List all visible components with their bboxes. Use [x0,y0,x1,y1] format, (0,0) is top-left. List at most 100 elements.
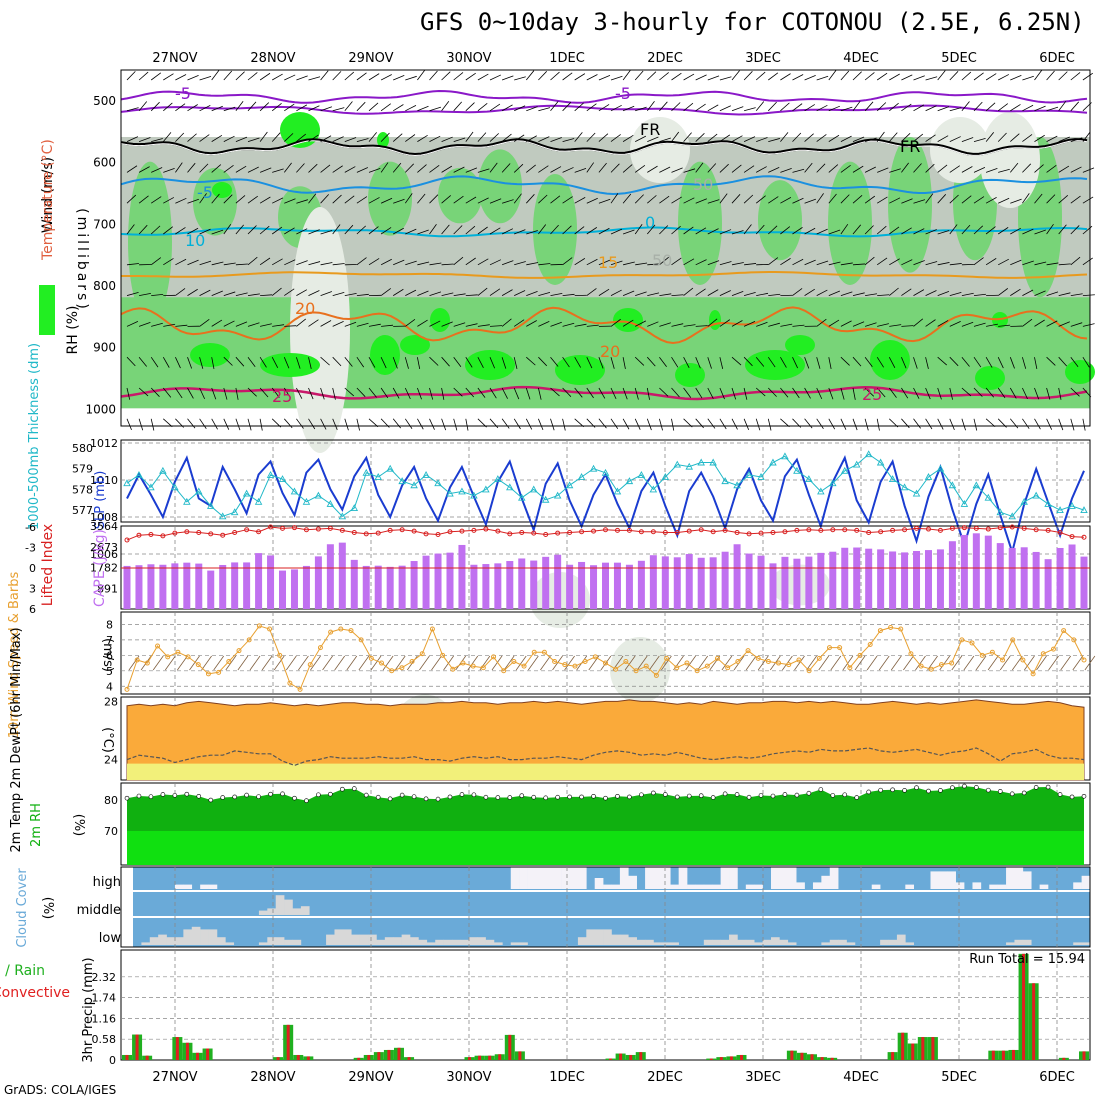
lifted-index-point [471,527,477,533]
wind-barb [489,227,501,235]
wind-speed-point [1020,657,1026,663]
rh2m-tick-label: 70 [104,825,118,838]
lifted-index-point [1081,534,1087,540]
cape-bar [602,562,609,609]
wind-barb [574,323,587,327]
date-label-bottom: 1DEC [549,1070,585,1085]
wind-speed-point [185,654,191,660]
wind-barb [501,318,512,327]
wind-barb [719,193,728,204]
contour-label: -5 [197,183,213,202]
wind-barb [550,101,559,112]
wind-barb [1010,288,1021,296]
lifted-index-point [925,526,931,532]
wind-barb [876,196,888,204]
thickness-point [745,470,753,478]
wind-barb [635,106,647,112]
wind-speed-point [847,665,853,671]
wind-barb [1046,291,1059,296]
cloud-high-bar [611,884,621,889]
cape-bar [494,563,502,609]
wind-speed-point [348,628,354,634]
wind-barb [199,193,207,204]
wind-barb [743,107,756,112]
precip-convective-bar [830,1057,834,1060]
thickness-point [398,477,406,485]
wind-barb [744,263,757,266]
wind-barb [380,357,387,369]
wind-barb [610,104,622,112]
rh2m-point [292,795,297,801]
contour-label: 20 [295,299,315,318]
cape-bar [829,551,837,609]
wind-barb [501,133,512,142]
wind-barb [417,418,424,430]
wind-barb [792,74,804,81]
wind-barb [913,228,925,235]
wind-panel-frame [120,611,1091,695]
wind-barb [199,387,205,400]
thickness-tick-label: 577 [72,504,93,517]
wind-barb-10m [890,655,902,671]
rh2m-axis-label: 2m RH [29,803,44,847]
wind-speed-point [552,659,558,665]
lifted-index-point [555,530,561,536]
wind-barb [792,288,803,296]
lifted-index-point [543,532,549,538]
cape-bar [171,563,179,609]
wind-barb [489,288,501,296]
rh2m-point [890,787,895,793]
wind-barb [344,71,355,81]
wind-barb-10m [213,655,225,671]
wind-barb-10m [939,655,951,671]
precip-convective-bar [367,1054,371,1060]
cloud-low-bar [519,942,528,945]
wind-barb [949,224,958,235]
wind-barb [901,357,907,369]
wind-barb [513,357,518,369]
wind-barb [598,227,610,235]
thickness-point [1056,506,1064,514]
wind-barb [283,162,292,173]
wind-barb [998,197,1010,204]
slp-panel-frame [120,439,1091,523]
cape-tick-label: 3564 [90,520,118,533]
lifted-index-point [961,525,967,531]
wind-barb [876,131,885,142]
cape-bar [697,557,705,609]
wind-barb [707,357,712,369]
wind-barb [828,261,841,266]
wind-barb [332,136,344,142]
wind-barb [985,197,997,204]
wind-barb [852,387,856,400]
precip-convective-bar [175,1037,179,1060]
rh-axis-label: RH (%) [65,306,81,355]
precip-tick-label: 2.32 [92,971,117,984]
wind-barb [792,387,800,399]
wind-barb [259,72,271,81]
thickness-point [1032,491,1040,499]
wind-barb [937,70,946,81]
wind-barb [852,136,865,142]
rh2m-point [758,793,764,798]
wind-barb-10m [285,655,297,671]
wind-speed-point [714,655,720,661]
wind-barb [501,260,514,266]
cloud-low-bar [418,939,428,945]
wind-barb [816,318,827,327]
wind-speed-point [816,655,822,661]
wind-barb [840,320,852,327]
wind-barb [441,356,450,367]
wind-barb [404,387,411,400]
wind-barb [876,225,887,235]
precip-convective-bar [478,1055,482,1060]
cape-bar [566,564,574,609]
precip-convective-bar [397,1047,401,1060]
wind-barb [1010,74,1022,81]
wind-barb [1022,104,1034,112]
wind-barb [1058,165,1070,173]
rh2m-point [770,793,776,799]
credit-label: GrADS: COLA/IGES [4,1083,117,1097]
wind-barb [404,357,409,369]
thickness-point [996,508,1005,516]
